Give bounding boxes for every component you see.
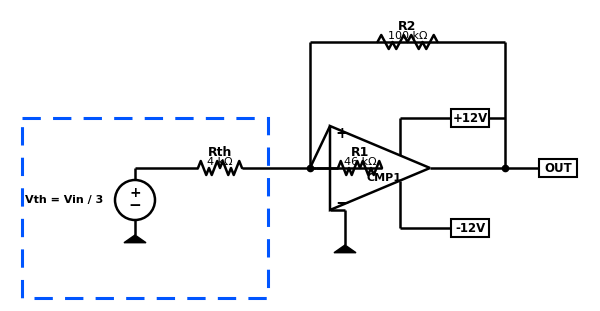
Bar: [22, 118, 268, 298]
Text: OUT: OUT: [544, 161, 572, 174]
Text: Rth: Rth: [208, 146, 232, 159]
Text: Vth = Vin / 3: Vth = Vin / 3: [25, 195, 103, 205]
Text: +: +: [335, 127, 349, 142]
Polygon shape: [124, 235, 146, 243]
Text: +12V: +12V: [452, 112, 488, 124]
Text: −: −: [128, 198, 142, 213]
Bar: [451, 219, 489, 237]
Text: R1: R1: [351, 146, 369, 159]
Text: −: −: [335, 193, 349, 211]
Text: +: +: [129, 186, 141, 200]
Text: -12V: -12V: [455, 221, 485, 234]
Text: 4 kΩ: 4 kΩ: [207, 157, 233, 167]
Bar: [451, 109, 489, 127]
Polygon shape: [334, 245, 356, 253]
Bar: [539, 159, 577, 177]
Text: R2: R2: [398, 20, 416, 33]
Text: CMP1: CMP1: [367, 173, 401, 183]
Text: 46 kΩ: 46 kΩ: [344, 157, 376, 167]
Text: 100 kΩ: 100 kΩ: [388, 31, 427, 41]
